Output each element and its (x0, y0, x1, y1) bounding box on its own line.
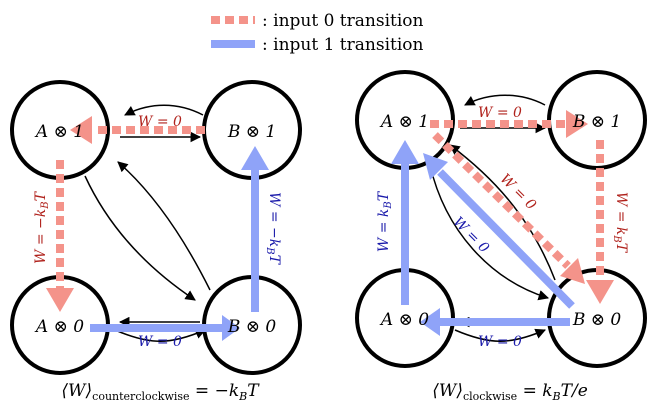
right-red-arrowhead-b1 (566, 110, 588, 138)
right-node-b1-label: B ⊗ 1 (572, 112, 621, 132)
right-arrow-a1-to-b0 (429, 164, 550, 301)
left-node-a0-label: A ⊗ 0 (34, 317, 84, 337)
legend: : input 0 transition : input 1 transitio… (211, 11, 424, 55)
left-red-arrowhead-a1 (70, 116, 92, 144)
right-blue-arrowhead-diag (423, 153, 448, 180)
left-label-bottom: W = 0 (138, 334, 182, 350)
left-label-left: W = −kBT (33, 190, 51, 264)
right-red-arrowhead-b0 (586, 280, 614, 304)
left-label-top: W = 0 (138, 114, 182, 130)
left-blue-arrowhead-b0 (222, 315, 240, 341)
left-node-b0-label: B ⊗ 0 (227, 317, 277, 337)
right-arrow-b0-to-a1 (449, 144, 556, 281)
right-caption: ⟨W⟩clockwise = kBT/e (432, 381, 588, 403)
right-label-top: W = 0 (478, 105, 522, 121)
right-diagram: A ⊗ 1 B ⊗ 1 A ⊗ 0 B ⊗ 0 W = 0 W = kBT W … (355, 70, 647, 403)
right-label-right: W = kBT (611, 192, 629, 254)
left-arrow-a0-to-b0 (114, 328, 206, 342)
left-node-b1-label: B ⊗ 1 (227, 122, 276, 142)
left-node-a1-label: A ⊗ 1 (34, 122, 84, 142)
right-red-arrowhead-diag (560, 258, 585, 284)
left-red-arrowhead-a0 (46, 288, 74, 312)
right-red-a1-to-b0-diag (432, 132, 571, 269)
left-arrow-b1-to-a1 (124, 104, 204, 116)
left-caption: ⟨W⟩counterclockwise = −kBT (61, 381, 260, 403)
legend-input1-label: : input 1 transition (262, 35, 424, 55)
right-node-a1-label: A ⊗ 1 (379, 112, 429, 132)
right-blue-arrowhead-a1 (391, 140, 419, 164)
left-arrow-a1-to-b0 (84, 175, 196, 301)
right-arrow-a0-to-b0 (454, 328, 546, 342)
right-blue-b0-to-a1-diag (437, 169, 575, 309)
left-arrow-b0-to-a1 (117, 161, 211, 291)
left-label-right: W = −kBT (264, 192, 282, 266)
right-label-left: W = kBT (376, 190, 394, 252)
left-blue-arrowhead-b1 (241, 146, 269, 170)
right-label-bottom: W = 0 (478, 334, 522, 350)
right-blue-arrowhead-a0 (420, 308, 440, 336)
right-node-b0-label: B ⊗ 0 (572, 310, 622, 330)
right-arrow-b1-to-a1 (464, 94, 546, 106)
left-diagram: A ⊗ 1 B ⊗ 1 A ⊗ 0 B ⊗ 0 W = 0 W = −kBT W… (10, 80, 302, 403)
right-node-a0-label: A ⊗ 0 (379, 310, 429, 330)
legend-input0-label: : input 0 transition (262, 11, 424, 31)
